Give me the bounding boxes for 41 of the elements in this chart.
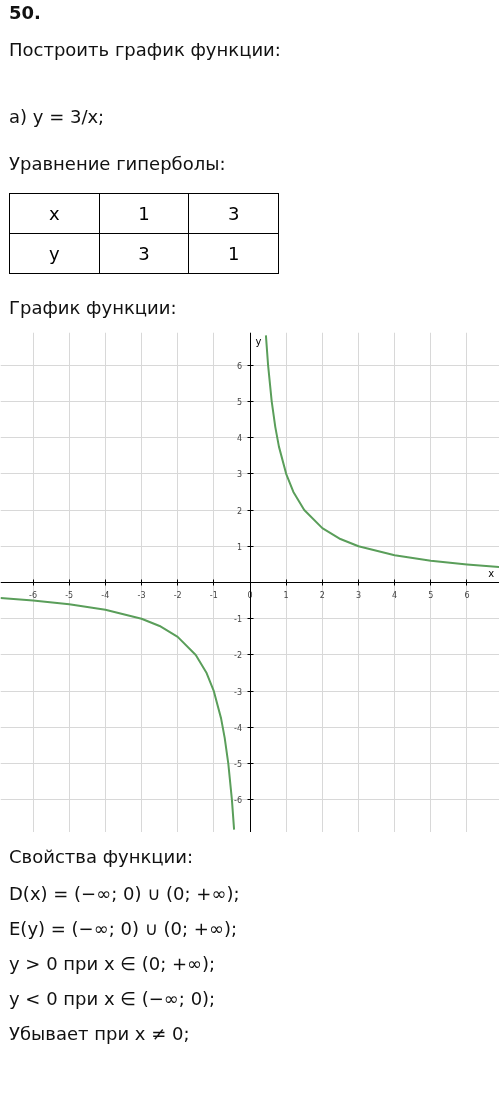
x-tick-label: 6 — [464, 590, 470, 600]
y-tick-label: -4 — [234, 723, 243, 733]
x-tick-label: -2 — [173, 590, 182, 600]
x-tick-label: -5 — [65, 590, 74, 600]
x-tick-label: -6 — [29, 590, 38, 600]
text: D(x) = (−∞; 0) ∪ (0; +∞); — [9, 882, 240, 906]
y-tick-label: 6 — [236, 361, 242, 371]
y-tick-label: 2 — [236, 506, 242, 516]
x-tick-label: 2 — [319, 590, 325, 600]
x-tick-label: 5 — [428, 590, 434, 600]
y-axis-title: y — [255, 336, 262, 348]
x-tick-label: 4 — [392, 590, 398, 600]
x-axis-title: x — [488, 567, 495, 579]
chart-title: Построить график функции: — [9, 38, 281, 62]
text: Свойства функции: — [9, 845, 194, 869]
text: y — [9, 233, 100, 274]
text: x — [9, 193, 100, 234]
text: 1 — [99, 193, 189, 234]
y-tick-label: -2 — [234, 651, 243, 661]
text: Уравнение гиперболы: — [9, 152, 226, 176]
x-tick-label: -1 — [209, 590, 218, 600]
y-tick-label: -3 — [234, 687, 243, 697]
y-tick-label: 5 — [236, 397, 242, 407]
x-tick-label: 3 — [355, 590, 362, 600]
text: y > 0 при x ∈ (0; +∞); — [9, 952, 216, 976]
chart-subtitle: а) y = 3/x; — [9, 105, 105, 129]
text: y < 0 при x ∈ (−∞; 0); — [9, 987, 216, 1011]
y-tick-label: -6 — [234, 796, 243, 806]
x-tick-label: -3 — [137, 590, 146, 600]
y-tick-label: -5 — [234, 760, 243, 770]
y-tick-label: 3 — [236, 470, 242, 480]
y-tick-label: -1 — [234, 615, 243, 625]
text: 50. — [9, 1, 41, 25]
y-tick-label: 1 — [236, 542, 242, 552]
text: Убывает при x ≠ 0; — [9, 1022, 190, 1046]
x-tick-label: -4 — [101, 590, 110, 600]
x-tick-label: 1 — [283, 590, 289, 600]
text: 3 — [99, 233, 189, 274]
text: График функции: — [9, 296, 177, 320]
text: E(y) = (−∞; 0) ∪ (0; +∞); — [9, 917, 237, 941]
y-tick-label: 4 — [236, 434, 242, 444]
